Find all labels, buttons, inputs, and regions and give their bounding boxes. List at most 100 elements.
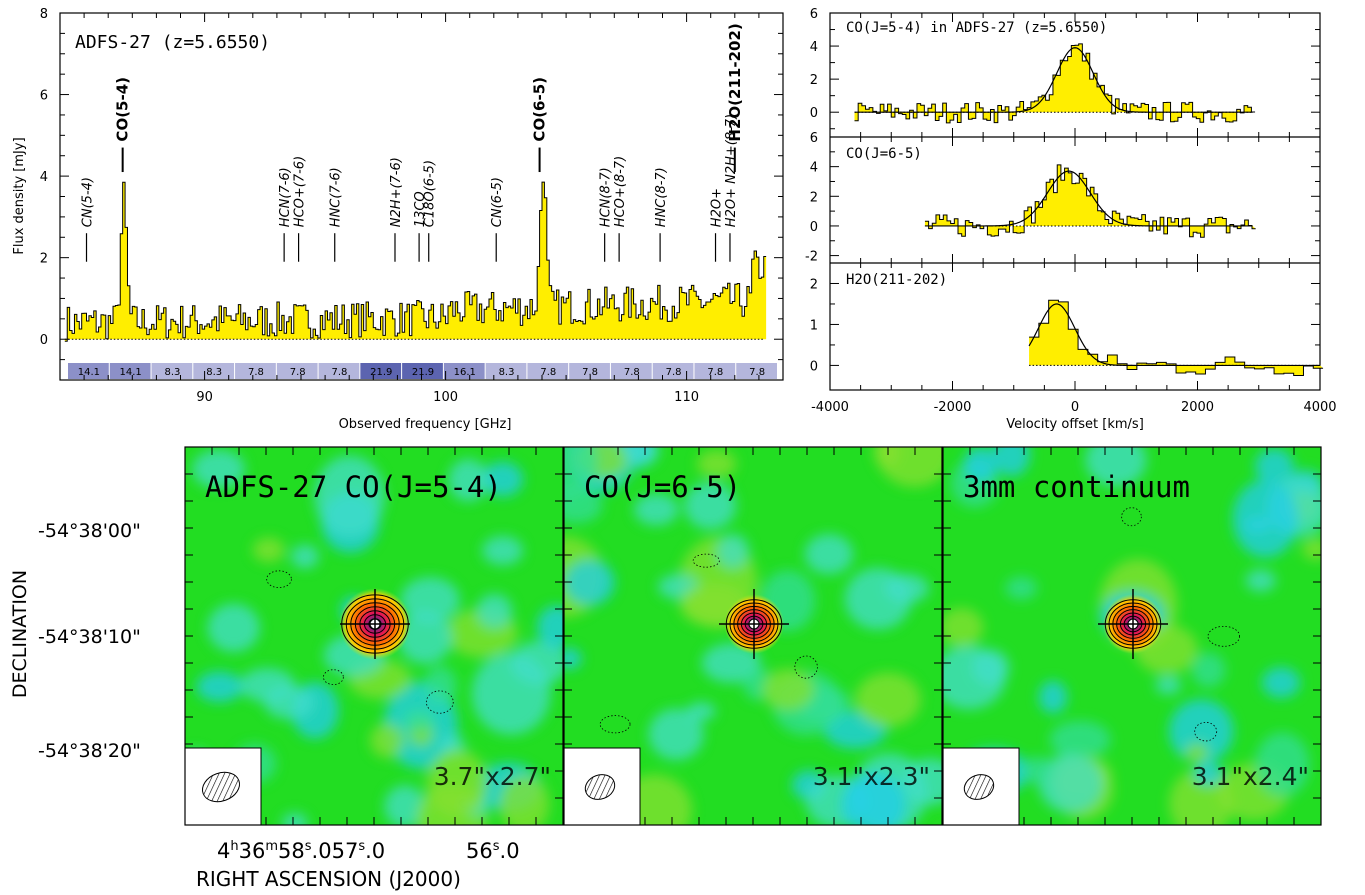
band-label-16: 7.8 [749,367,765,378]
velocity-0-y-tick-label-1: 2 [810,73,818,88]
band-label-5: 7.8 [290,367,306,378]
main-xlabel: Observed frequency [GHz] [339,417,512,432]
band-label-10: 8.3 [499,367,515,378]
map-title-2: 3mm continuum [963,470,1190,504]
map-frame-1 [563,446,943,826]
maps-xlabel: RIGHT ASCENSION (J2000) [196,867,461,891]
main-y-tick-label-2: 4 [40,170,48,185]
line-label-5: N2H+(7-6) [389,157,404,227]
line-label-13: H2O+ [710,188,725,227]
maps-ylabel: DECLINATION [9,570,31,698]
line-label-10: HCN(8-7) [599,167,614,227]
main-spectrum-title: ADFS-27 (z=5.6550) [75,32,270,53]
line-label-2: HCN(7-6) [278,167,293,227]
line-label-4: HNC(7-6) [329,167,344,227]
velocity-x-tick-label-2: 0 [1071,400,1079,415]
main-axis-ticks: 90 100 110 0 2 4 6 8 [40,7,784,405]
line-label-12: HNC(8-7) [654,167,669,227]
line-label-6: 13CO [413,191,428,227]
ra-tick-labels: 4h36m58s.057s.0 56s.0 [217,839,520,863]
band-label-3: 8.3 [206,367,222,378]
band-cell-5 [276,363,318,379]
velocity-2-y-tick-label-2: 2 [810,277,818,292]
map-title-1: CO(J=6-5) [584,470,741,504]
main-x-tick-label-0: 90 [196,390,213,405]
band-label-1: 14.1 [120,367,142,378]
band-cell-11 [527,363,569,379]
band-label-8: 21.9 [412,367,434,378]
band-cell-4 [235,363,276,379]
velocity-2-y-tick-label-1: 1 [810,318,818,333]
main-x-tick-label-2: 110 [674,390,699,405]
beam-label-1: 3.1"x2.3" [813,762,930,791]
line-label-9: CO(6-5) [531,77,549,142]
main-spectrum-panel: 14.1 14.1 8.3 8.3 7.8 7.8 7.8 21.9 21.9 16.1 8.3 7.… [12,7,784,432]
band-cell-9 [443,363,485,379]
co65-panel-title: CO(J=6-5) [846,146,922,162]
main-ylabel: Flux density [mJy] [12,137,27,254]
velocity-x-tick-label-0: -4000 [811,400,849,415]
main-x-tick-label-1: 100 [433,390,458,405]
velocity-spectrum-2 [1029,299,1324,376]
map-frame-2 [942,446,1322,826]
velocity-1-y-tick-label-2: 2 [810,190,818,205]
band-label-13: 7.8 [624,367,640,378]
velocity-fill-0 [854,43,1256,123]
velocity-0-y-tick-label-0: 0 [810,106,818,121]
velocity-1-y-tick-label-4: 6 [810,131,818,146]
band-cell-1 [109,363,151,379]
velocity-gaussian-0 [854,47,1253,113]
line-label-8: CN(6-5) [490,177,505,227]
map-title-0: ADFS-27 CO(J=5-4) [205,470,502,504]
band-cell-8 [402,363,443,379]
map-frame-0 [184,446,564,826]
velocity-x-tick-label-3: 2000 [1181,400,1214,415]
velocity-fill-1 [924,164,1256,238]
line-label-11: HCO+(8-7) [613,156,628,227]
map-0: ADFS-27 CO(J=5-4) 3.7"x2.7" [184,446,564,826]
dec-tick-label-2: -54°38'20" [38,740,141,762]
band-label-2: 8.3 [164,367,180,378]
line-markers: CN(5-4) CO(5-4) HCN(7-6) HCO+(7-6) HNC(7-6) N… [81,23,744,262]
velocity-gaussian-1 [924,170,1253,227]
band-cell-10 [485,363,527,379]
beam-label-2: 3.1"x2.4" [1192,762,1309,791]
main-y-tick-label-1: 2 [40,252,48,267]
beam-ellipse-1 [584,774,616,800]
band-cell-12 [569,363,610,379]
velocity-x-tick-label-4: 4000 [1303,400,1336,415]
main-y-tick-label-0: 0 [40,333,48,348]
main-spectrum-fill [64,182,767,342]
band-label-9: 16.1 [454,367,476,378]
band-label-6: 7.8 [332,367,348,378]
band-cell-16 [736,363,777,379]
dec-tick-label-1: -54°38'10" [38,626,141,648]
band-label-7: 21.9 [370,367,392,378]
velocity-x-tick-label-1: -2000 [934,400,972,415]
velocity-panels: 0 2 4 6 -2 0 2 4 6 0 1 2 -4000 -2000 0 2000 4000 CO(J=5-… [805,7,1337,432]
band-label-15: 7.8 [707,367,723,378]
map-1: CO(J=6-5) 3.1"x2.3" [563,446,943,826]
beam-label-0: 3.7"x2.7" [434,762,551,791]
line-label-1: CO(5-4) [114,77,132,142]
co54-panel-title: CO(J=5-4) in ADFS-27 (z=5.6550) [846,20,1107,36]
line-label-14: H2O+ N2H+(8-7) [724,114,739,227]
band-label-11: 7.8 [540,367,556,378]
velocity-gaussian-2 [1028,303,1320,367]
band-cell-3 [193,363,235,379]
band-cell-0 [68,363,109,379]
band-cell-15 [694,363,736,379]
maps-panel: ADFS-27 CO(J=5-4) 3.7"x2.7" CO(J=6-5) 3.1"x… [9,446,1322,891]
line-label-15: H2O(211-202) [726,23,744,141]
main-y-tick-label-3: 6 [40,89,48,104]
velocity-spectrum-0 [854,43,1256,124]
dec-tick-label-0: -54°38'00" [38,520,141,542]
line-label-0: CN(5-4) [81,177,96,227]
line-label-7: C18O(6-5) [423,160,438,227]
main-y-tick-label-4: 8 [40,7,48,22]
velocity-spectrum-1 [924,164,1256,238]
line-label-3: HCO+(7-6) [293,156,308,227]
band-cell-7 [360,363,402,379]
velocity-1-y-tick-label-1: 0 [810,220,818,235]
band-label-0: 14.1 [78,367,100,378]
